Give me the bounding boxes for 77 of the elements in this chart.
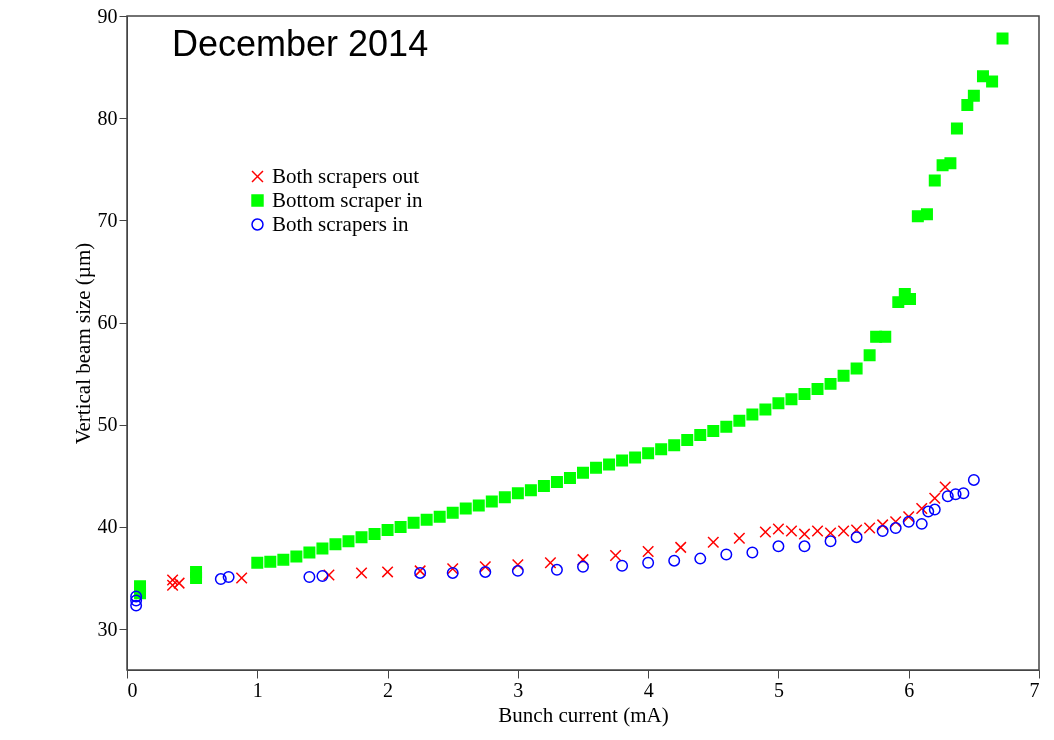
point [642,556,655,569]
x-tick-label: 7 [1029,678,1040,701]
x-tick-label: 5 [773,678,784,701]
y-tick-label: 30 [97,617,118,640]
point [720,548,733,561]
point [798,528,811,541]
x-tick-label: 4 [643,678,654,701]
point [222,571,235,583]
point [824,535,837,548]
y-tick-label: 90 [97,4,118,27]
point [616,559,629,572]
point [479,565,492,578]
x-tick-label: 6 [904,678,915,701]
point [902,515,915,528]
point [694,552,707,565]
point [733,532,746,545]
x-tick-label: 2 [383,678,394,701]
point [928,492,941,505]
point [746,546,759,559]
point [316,570,329,582]
x-tick-label: 1 [252,678,263,701]
legend-label: Bottom scraper in [272,187,423,212]
point [915,517,928,530]
point [876,525,889,538]
point [130,590,143,603]
point [214,573,227,586]
point [939,481,952,494]
point [642,545,655,558]
point [902,510,915,523]
x-tick-label: 0 [127,678,138,701]
point [577,560,589,573]
y-tick-label: 80 [97,106,118,129]
point [550,563,563,576]
point [355,566,368,579]
point [446,562,459,575]
point [303,571,316,583]
point [889,521,902,534]
y-tick-label: 40 [97,515,118,538]
y-tick-label: 60 [97,311,118,334]
point [941,490,954,503]
point [381,565,394,578]
point [479,560,492,573]
annotation: December 2014 [172,23,429,64]
point [915,502,928,515]
point [759,526,772,539]
point [130,594,143,607]
y-axis-title: Vertical beam size (µm) [70,242,95,445]
legend-label: Both scrapers in [272,211,409,236]
point [609,549,622,562]
point [707,536,720,549]
point [772,540,785,553]
point [889,515,902,528]
point [850,531,863,544]
point [674,541,687,554]
point [446,566,459,579]
point [876,518,889,531]
y-tick-label: 70 [97,208,118,231]
point [511,564,524,577]
point [949,488,962,501]
legend-label: Both scrapers out [272,163,420,188]
point [130,599,143,612]
x-tick-label: 3 [513,678,524,701]
point [511,558,524,571]
point [235,572,248,585]
point [322,568,335,581]
point [967,473,980,486]
point [922,505,935,518]
point [957,487,970,500]
point [798,540,811,553]
point [668,554,681,567]
x-axis-title: Bunch current (mA) [498,702,669,727]
point [166,574,179,587]
point [173,577,186,590]
point [928,503,941,516]
point [166,579,179,592]
point [544,556,557,569]
y-tick-label: 50 [97,413,118,436]
